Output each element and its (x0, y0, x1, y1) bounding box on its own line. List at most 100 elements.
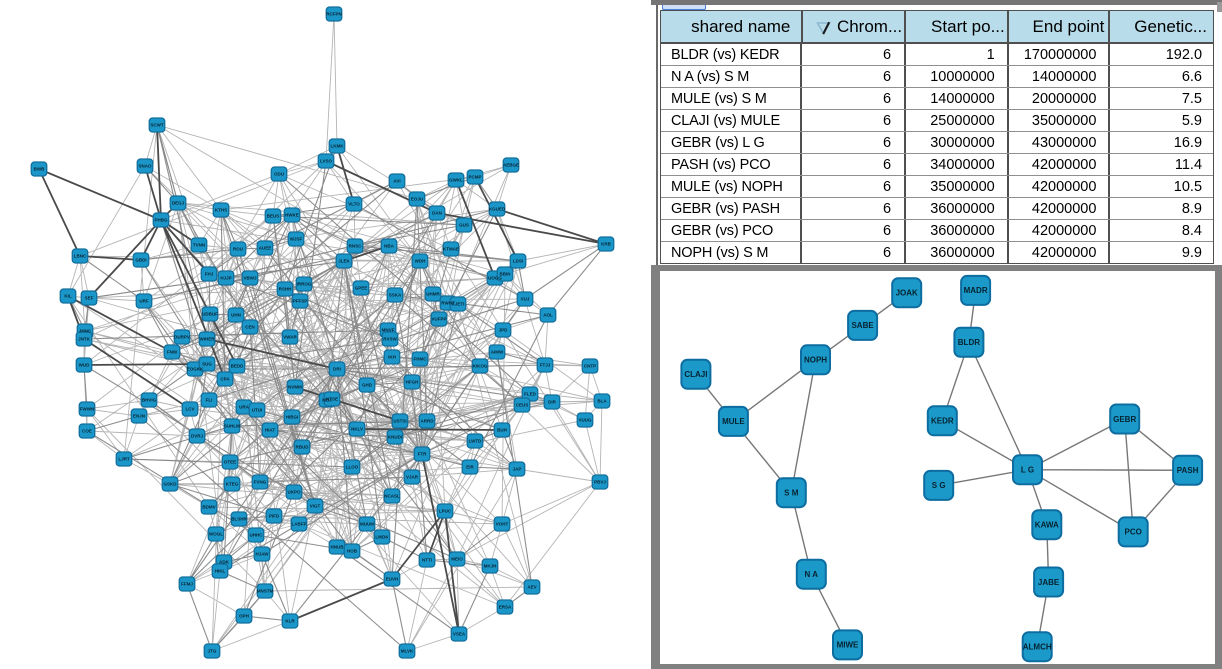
svg-text:LVSO: LVSO (320, 159, 332, 164)
svg-text:HIBGI: HIBGI (286, 415, 299, 420)
svg-text:WJSF: WJSF (290, 237, 303, 242)
svg-text:TVNN: TVNN (193, 243, 205, 248)
svg-text:JOAK: JOAK (896, 289, 918, 298)
svg-text:MKJH: MKJH (484, 564, 497, 569)
svg-text:KNUDI: KNUDI (388, 435, 402, 440)
svg-text:LJRT: LJRT (118, 457, 130, 462)
svg-text:BLSHR: BLSHR (231, 517, 247, 522)
svg-text:CPA: CPA (220, 377, 230, 382)
svg-text:EOJU: EOJU (411, 197, 423, 202)
svg-text:JHNC: JHNC (79, 329, 92, 334)
svg-text:KRB: KRB (601, 242, 611, 247)
svg-text:FLI: FLI (206, 398, 213, 403)
svg-text:AEV: AEV (527, 585, 536, 590)
svg-text:WUD: WUD (79, 363, 90, 368)
svg-text:DRI: DRI (333, 367, 341, 372)
svg-text:UDBUF: UDBUF (202, 312, 218, 317)
svg-text:UHN: UHN (231, 313, 241, 318)
svg-text:FNW: FNW (167, 350, 178, 355)
svg-text:GBDI: GBDI (135, 258, 146, 263)
svg-text:FLED: FLED (524, 392, 536, 397)
svg-text:MADR: MADR (964, 286, 988, 295)
svg-text:RBUD: RBUD (296, 445, 310, 450)
svg-text:UHHC: UHHC (250, 533, 264, 538)
svg-text:FWWN: FWWN (80, 407, 95, 412)
svg-text:CEUS: CEUS (516, 403, 529, 408)
svg-text:ENJN: ENJN (133, 414, 145, 419)
svg-text:MULE: MULE (722, 417, 745, 426)
svg-text:ROU: ROU (233, 247, 243, 252)
svg-text:COE: COE (82, 429, 92, 434)
svg-text:KAWA: KAWA (1035, 521, 1059, 530)
svg-text:VLTO: VLTO (348, 202, 360, 207)
svg-text:LDSI: LDSI (513, 259, 523, 264)
svg-text:UKPO: UKPO (287, 490, 301, 495)
svg-text:SSKA: SSKA (389, 293, 402, 298)
svg-text:HJJP: HJJP (220, 276, 231, 281)
svg-text:VWAR: VWAR (283, 335, 297, 340)
svg-text:LWDK: LWDK (375, 535, 389, 540)
svg-text:RWHT: RWHT (441, 301, 455, 306)
svg-text:WDH: WDH (415, 259, 426, 264)
svg-text:N A: N A (805, 570, 819, 579)
svg-text:CNTP: CNTP (584, 364, 596, 369)
svg-text:CLAJI: CLAJI (684, 370, 707, 379)
svg-text:USTSI: USTSI (393, 419, 406, 424)
svg-text:VSEA: VSEA (453, 632, 466, 637)
svg-text:MEIO: MEIO (451, 557, 463, 562)
svg-text:MIWE: MIWE (837, 641, 859, 650)
svg-text:S G: S G (932, 481, 946, 490)
svg-text:LKMK: LKMK (331, 144, 345, 149)
svg-text:AOL: AOL (543, 313, 553, 318)
svg-text:LBNC: LBNC (74, 254, 87, 259)
svg-text:SABE: SABE (851, 321, 874, 330)
svg-text:ARRD: ARRD (421, 419, 435, 424)
svg-text:FTJJ: FTJJ (540, 363, 551, 368)
svg-text:VJAR: VJAR (406, 475, 419, 480)
svg-text:KTMAE: KTMAE (443, 247, 459, 252)
svg-text:JABE: JABE (1038, 578, 1060, 587)
svg-text:BUH: BUH (497, 428, 507, 433)
svg-text:ODU: ODU (274, 172, 284, 177)
svg-text:FTR: FTR (418, 452, 427, 457)
svg-text:EIR: EIR (466, 465, 474, 470)
svg-text:VIGT: VIGT (310, 504, 321, 509)
svg-text:KTHS: KTHS (215, 208, 227, 213)
svg-text:AUEE: AUEE (259, 246, 272, 251)
svg-text:GWKL: GWKL (449, 178, 463, 183)
svg-text:RNSC: RNSC (349, 244, 363, 249)
svg-text:FHMC: FHMC (414, 357, 428, 362)
svg-text:EOGKK: EOGKK (187, 367, 204, 372)
svg-text:SEF: SEF (85, 296, 94, 301)
svg-text:LLOO: LLOO (346, 465, 359, 470)
svg-text:BHVIG: BHVIG (142, 398, 157, 403)
svg-text:MNSTM: MNSTM (257, 589, 274, 594)
svg-text:KGUED: KGUED (489, 207, 506, 212)
svg-text:VUJ: VUJ (521, 297, 530, 302)
svg-text:NTSE: NTSE (326, 397, 338, 402)
svg-text:KLR: KLR (285, 619, 295, 624)
svg-text:BBIN: BBIN (500, 272, 511, 277)
svg-text:LCV: LCV (186, 407, 195, 412)
svg-text:S M: S M (784, 489, 799, 498)
svg-text:DURPV: DURPV (174, 335, 190, 340)
svg-text:DIR: DIR (548, 400, 557, 405)
svg-text:PASH: PASH (1177, 466, 1199, 475)
svg-text:CEN: CEN (245, 325, 255, 330)
svg-text:DEGJ: DEGJ (172, 201, 185, 206)
svg-text:GUS: GUS (459, 223, 469, 228)
svg-text:BDMV: BDMV (202, 505, 215, 510)
svg-text:HIKL: HIKL (215, 569, 226, 574)
svg-text:NCASL: NCASL (384, 494, 400, 499)
svg-text:MLVK: MLVK (401, 649, 414, 654)
svg-text:WOGL: WOGL (209, 532, 223, 537)
svg-text:NTTI: NTTI (422, 558, 432, 563)
svg-text:DVRJ: DVRJ (191, 434, 204, 439)
svg-text:MNVF: MNVF (382, 328, 395, 333)
svg-text:VOHT: VOHT (496, 522, 509, 527)
svg-text:VBWJ: VBWJ (243, 276, 256, 281)
svg-text:KJETI: KJETI (452, 302, 465, 307)
svg-text:SUHLW: SUHLW (224, 424, 241, 429)
svg-text:BEDD: BEDD (231, 364, 245, 369)
svg-text:AIMW: AIMW (491, 350, 504, 355)
